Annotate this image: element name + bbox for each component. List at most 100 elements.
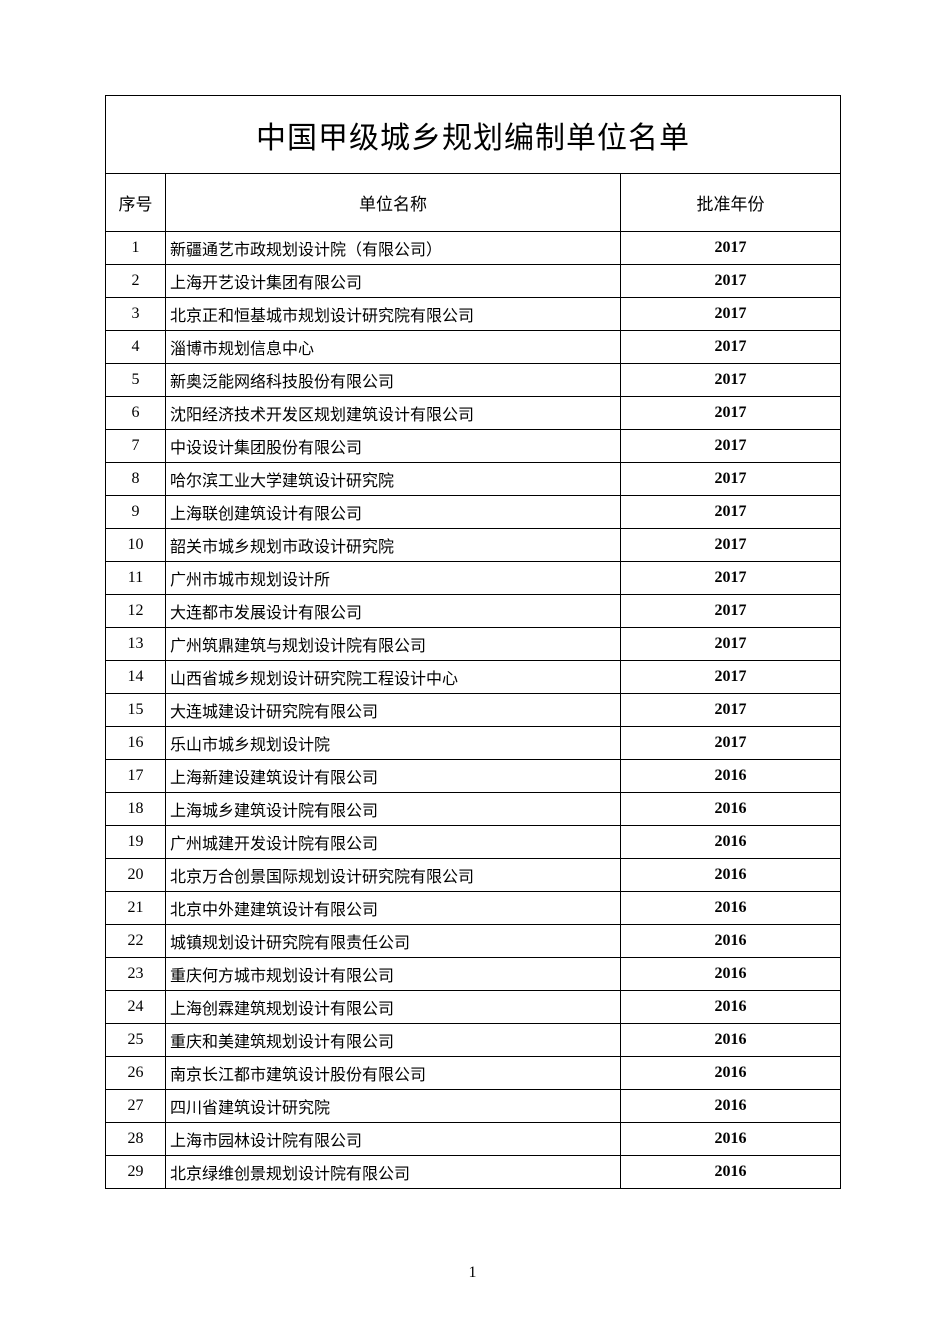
cell-name: 四川省建筑设计研究院 bbox=[166, 1090, 621, 1123]
table-row: 9上海联创建筑设计有限公司2017 bbox=[106, 496, 841, 529]
table-row: 14山西省城乡规划设计研究院工程设计中心2017 bbox=[106, 661, 841, 694]
cell-index: 14 bbox=[106, 661, 166, 694]
cell-index: 25 bbox=[106, 1024, 166, 1057]
cell-year: 2017 bbox=[621, 298, 841, 331]
cell-name: 北京万合创景国际规划设计研究院有限公司 bbox=[166, 859, 621, 892]
cell-year: 2017 bbox=[621, 265, 841, 298]
cell-year: 2017 bbox=[621, 364, 841, 397]
cell-index: 29 bbox=[106, 1156, 166, 1189]
cell-name: 哈尔滨工业大学建筑设计研究院 bbox=[166, 463, 621, 496]
cell-name: 重庆何方城市规划设计有限公司 bbox=[166, 958, 621, 991]
cell-year: 2016 bbox=[621, 958, 841, 991]
table-row: 10韶关市城乡规划市政设计研究院2017 bbox=[106, 529, 841, 562]
table-row: 2上海开艺设计集团有限公司2017 bbox=[106, 265, 841, 298]
cell-index: 3 bbox=[106, 298, 166, 331]
cell-year: 2017 bbox=[621, 463, 841, 496]
cell-year: 2016 bbox=[621, 1156, 841, 1189]
cell-year: 2016 bbox=[621, 1123, 841, 1156]
cell-year: 2017 bbox=[621, 496, 841, 529]
table-row: 18上海城乡建筑设计院有限公司2016 bbox=[106, 793, 841, 826]
cell-index: 18 bbox=[106, 793, 166, 826]
cell-index: 28 bbox=[106, 1123, 166, 1156]
cell-year: 2017 bbox=[621, 430, 841, 463]
cell-year: 2016 bbox=[621, 793, 841, 826]
cell-year: 2016 bbox=[621, 859, 841, 892]
table-row: 27四川省建筑设计研究院2016 bbox=[106, 1090, 841, 1123]
cell-index: 11 bbox=[106, 562, 166, 595]
table-row: 7中设设计集团股份有限公司2017 bbox=[106, 430, 841, 463]
cell-name: 广州筑鼎建筑与规划设计院有限公司 bbox=[166, 628, 621, 661]
cell-index: 2 bbox=[106, 265, 166, 298]
cell-year: 2016 bbox=[621, 760, 841, 793]
cell-index: 23 bbox=[106, 958, 166, 991]
cell-index: 19 bbox=[106, 826, 166, 859]
cell-name: 新奥泛能网络科技股份有限公司 bbox=[166, 364, 621, 397]
cell-year: 2017 bbox=[621, 628, 841, 661]
cell-index: 1 bbox=[106, 232, 166, 265]
cell-index: 15 bbox=[106, 694, 166, 727]
table-row: 4淄博市规划信息中心2017 bbox=[106, 331, 841, 364]
cell-year: 2017 bbox=[621, 232, 841, 265]
cell-year: 2017 bbox=[621, 397, 841, 430]
table-row: 15大连城建设计研究院有限公司2017 bbox=[106, 694, 841, 727]
cell-year: 2016 bbox=[621, 991, 841, 1024]
cell-year: 2016 bbox=[621, 1024, 841, 1057]
table-row: 3北京正和恒基城市规划设计研究院有限公司2017 bbox=[106, 298, 841, 331]
cell-year: 2016 bbox=[621, 826, 841, 859]
table-row: 17上海新建设建筑设计有限公司2016 bbox=[106, 760, 841, 793]
cell-year: 2017 bbox=[621, 562, 841, 595]
table-row: 13广州筑鼎建筑与规划设计院有限公司2017 bbox=[106, 628, 841, 661]
cell-name: 重庆和美建筑规划设计有限公司 bbox=[166, 1024, 621, 1057]
units-table: 中国甲级城乡规划编制单位名单 序号 单位名称 批准年份 1新疆通艺市政规划设计院… bbox=[105, 95, 841, 1189]
header-name: 单位名称 bbox=[166, 174, 621, 232]
cell-name: 上海城乡建筑设计院有限公司 bbox=[166, 793, 621, 826]
header-row: 序号 单位名称 批准年份 bbox=[106, 174, 841, 232]
cell-name: 北京绿维创景规划设计院有限公司 bbox=[166, 1156, 621, 1189]
table-row: 8哈尔滨工业大学建筑设计研究院2017 bbox=[106, 463, 841, 496]
cell-name: 乐山市城乡规划设计院 bbox=[166, 727, 621, 760]
cell-name: 上海创霖建筑规划设计有限公司 bbox=[166, 991, 621, 1024]
cell-name: 城镇规划设计研究院有限责任公司 bbox=[166, 925, 621, 958]
cell-name: 淄博市规划信息中心 bbox=[166, 331, 621, 364]
cell-name: 上海新建设建筑设计有限公司 bbox=[166, 760, 621, 793]
cell-name: 大连城建设计研究院有限公司 bbox=[166, 694, 621, 727]
cell-index: 21 bbox=[106, 892, 166, 925]
cell-name: 上海市园林设计院有限公司 bbox=[166, 1123, 621, 1156]
table-title: 中国甲级城乡规划编制单位名单 bbox=[106, 96, 841, 174]
cell-index: 24 bbox=[106, 991, 166, 1024]
table-row: 26南京长江都市建筑设计股份有限公司2016 bbox=[106, 1057, 841, 1090]
cell-year: 2016 bbox=[621, 892, 841, 925]
cell-name: 广州城建开发设计院有限公司 bbox=[166, 826, 621, 859]
cell-name: 广州市城市规划设计所 bbox=[166, 562, 621, 595]
table-row: 22城镇规划设计研究院有限责任公司2016 bbox=[106, 925, 841, 958]
table-row: 23重庆何方城市规划设计有限公司2016 bbox=[106, 958, 841, 991]
cell-index: 26 bbox=[106, 1057, 166, 1090]
cell-index: 16 bbox=[106, 727, 166, 760]
cell-name: 大连都市发展设计有限公司 bbox=[166, 595, 621, 628]
cell-name: 山西省城乡规划设计研究院工程设计中心 bbox=[166, 661, 621, 694]
cell-name: 新疆通艺市政规划设计院（有限公司） bbox=[166, 232, 621, 265]
cell-name: 上海开艺设计集团有限公司 bbox=[166, 265, 621, 298]
cell-year: 2016 bbox=[621, 925, 841, 958]
header-year: 批准年份 bbox=[621, 174, 841, 232]
table-row: 16乐山市城乡规划设计院2017 bbox=[106, 727, 841, 760]
cell-name: 北京中外建建筑设计有限公司 bbox=[166, 892, 621, 925]
cell-index: 4 bbox=[106, 331, 166, 364]
cell-year: 2017 bbox=[621, 595, 841, 628]
cell-index: 12 bbox=[106, 595, 166, 628]
cell-index: 22 bbox=[106, 925, 166, 958]
table-row: 5新奥泛能网络科技股份有限公司2017 bbox=[106, 364, 841, 397]
cell-index: 10 bbox=[106, 529, 166, 562]
cell-year: 2017 bbox=[621, 661, 841, 694]
page-number: 1 bbox=[0, 1264, 945, 1282]
cell-year: 2016 bbox=[621, 1057, 841, 1090]
cell-index: 17 bbox=[106, 760, 166, 793]
table-row: 12大连都市发展设计有限公司2017 bbox=[106, 595, 841, 628]
cell-name: 南京长江都市建筑设计股份有限公司 bbox=[166, 1057, 621, 1090]
table-row: 19广州城建开发设计院有限公司2016 bbox=[106, 826, 841, 859]
table-row: 20北京万合创景国际规划设计研究院有限公司2016 bbox=[106, 859, 841, 892]
title-row: 中国甲级城乡规划编制单位名单 bbox=[106, 96, 841, 174]
table-row: 25重庆和美建筑规划设计有限公司2016 bbox=[106, 1024, 841, 1057]
cell-year: 2016 bbox=[621, 1090, 841, 1123]
table-row: 1新疆通艺市政规划设计院（有限公司）2017 bbox=[106, 232, 841, 265]
